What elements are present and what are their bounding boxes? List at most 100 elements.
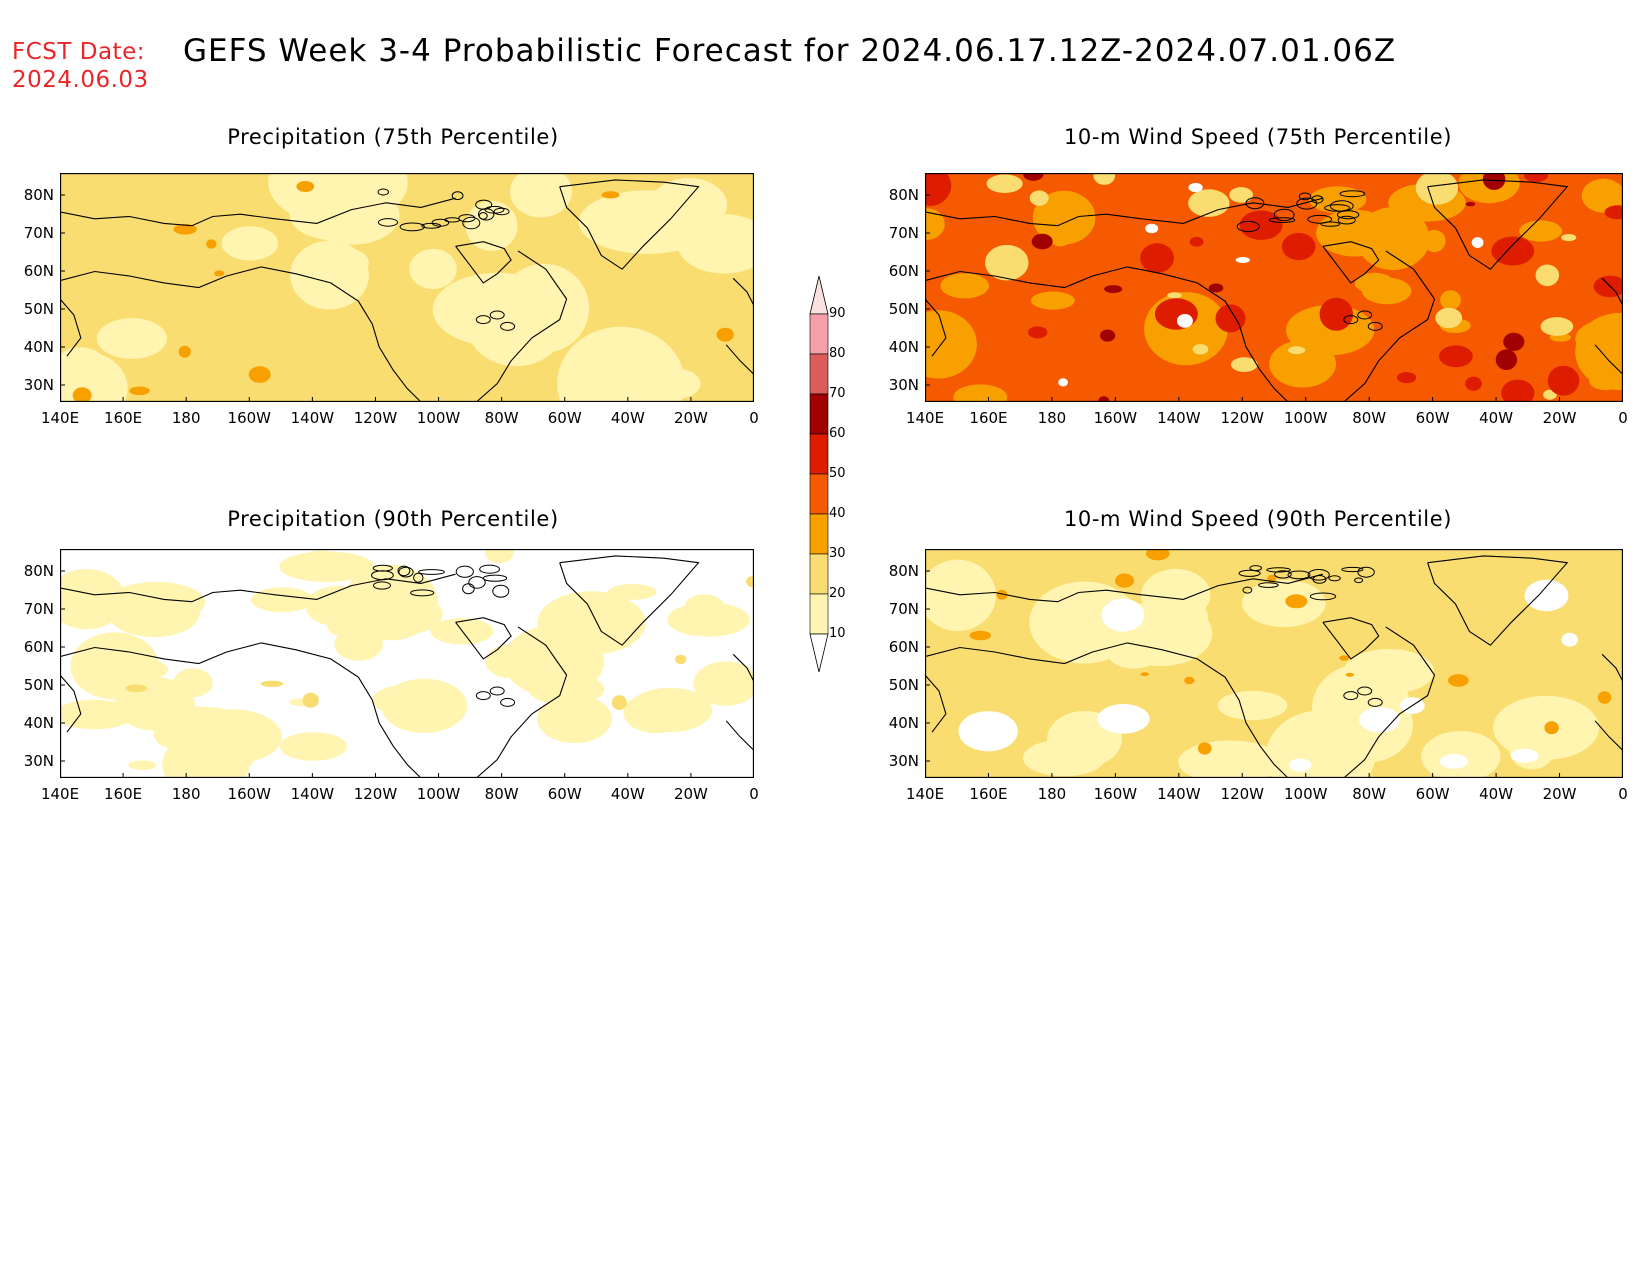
coastline	[60, 573, 456, 603]
field-blob	[1359, 707, 1400, 733]
field-blob	[503, 625, 605, 697]
field-blob	[1510, 748, 1539, 763]
field-blob	[1501, 379, 1535, 402]
coastline	[725, 344, 754, 375]
field-blob	[1235, 257, 1250, 263]
field-blob	[1285, 594, 1308, 609]
lon-tick-label: 20W	[1542, 409, 1577, 427]
lat-tick-label: 60N	[23, 262, 54, 280]
coastline	[559, 179, 700, 270]
lon-tick-label: 80W	[1352, 785, 1387, 803]
field-blob	[221, 226, 279, 261]
field-blob	[1448, 674, 1469, 687]
lat-tick-label: 60N	[888, 262, 919, 280]
coastline-island	[455, 565, 474, 578]
great-lake	[1367, 697, 1383, 707]
map-wind75-svg	[925, 173, 1623, 402]
coastline	[925, 197, 1324, 227]
field-blob	[1197, 742, 1212, 755]
coastline-island	[1287, 570, 1311, 580]
coastline-island	[397, 565, 411, 577]
field-blob	[925, 208, 945, 240]
coastline-island	[1273, 208, 1295, 222]
colorbar-box	[809, 393, 829, 435]
lat-tick-label: 70N	[23, 600, 54, 618]
lat-tick-label: 50N	[888, 300, 919, 318]
field-blob	[302, 692, 319, 708]
great-lake	[500, 321, 516, 331]
field-blob	[178, 345, 191, 358]
field-blob	[925, 173, 952, 206]
coastline-island	[413, 572, 424, 583]
field-blob	[1140, 591, 1209, 648]
coastline-island	[1238, 569, 1261, 577]
great-lake	[489, 686, 505, 696]
field-blob	[214, 270, 225, 277]
field-blob	[1104, 285, 1123, 294]
field-blob	[96, 318, 167, 359]
field-blob	[969, 630, 991, 641]
lon-tick-label: 140E	[40, 409, 80, 427]
field-blob	[106, 581, 206, 623]
lon-tick-label: 140E	[905, 785, 945, 803]
field-blob	[510, 173, 572, 218]
lon-tick-label: 0	[1618, 409, 1628, 427]
lat-tick-label: 80N	[888, 186, 919, 204]
coastline-island	[373, 581, 391, 590]
field-blob	[1028, 326, 1048, 339]
field-blob	[925, 310, 977, 379]
field-blob	[1604, 205, 1623, 220]
lon-tick-label: 160W	[227, 785, 271, 803]
coastline-island	[1298, 192, 1312, 201]
field-blob	[129, 386, 150, 396]
field-blob	[1309, 186, 1367, 213]
field-blob	[1288, 346, 1306, 355]
coastline-island	[1328, 575, 1341, 582]
lon-tick-label: 180	[171, 785, 201, 803]
field-blob	[1396, 372, 1417, 384]
colorbar-box	[809, 473, 829, 515]
field-blob	[173, 224, 197, 235]
lon-tick-label: 100W	[1283, 409, 1328, 427]
panel-title-precip90: Precipitation (90th Percentile)	[227, 507, 559, 531]
field-blob	[1339, 655, 1350, 661]
colorbar-bottom-arrow	[809, 633, 829, 673]
coastline	[60, 674, 82, 733]
field-blob	[206, 239, 217, 249]
coastline	[925, 674, 947, 733]
coastline-island	[468, 576, 486, 589]
coastline-island	[492, 584, 510, 598]
colorbar-level-label: 30	[829, 546, 846, 561]
great-lake	[475, 315, 491, 325]
coastline	[1594, 720, 1623, 751]
field-blob	[1154, 298, 1198, 330]
coastline	[1427, 179, 1569, 270]
coastline	[60, 642, 422, 778]
lon-tick-label: 60W	[1415, 785, 1450, 803]
field-blob	[1032, 190, 1096, 245]
lon-tick-label: 120W	[1220, 785, 1264, 803]
coastline-island	[1245, 197, 1265, 210]
forecast-date-label: FCST Date:	[12, 39, 145, 65]
lat-tick-label: 60N	[888, 638, 919, 656]
lat-tick-label: 40N	[23, 714, 54, 732]
map-frame	[60, 173, 754, 402]
field-blob	[1597, 691, 1612, 704]
field-blob	[1524, 173, 1548, 183]
field-blob	[1188, 189, 1230, 217]
field-blob	[1535, 264, 1560, 287]
lat-tick-label: 30N	[23, 376, 54, 394]
lon-tick-label: 60W	[1415, 409, 1450, 427]
field-blob	[1288, 758, 1312, 772]
field-blob	[537, 694, 612, 744]
field-blob	[1495, 349, 1518, 370]
field-blob	[611, 695, 627, 711]
field-blob	[1312, 663, 1411, 753]
coastline-island	[462, 216, 481, 230]
field-blob	[1575, 312, 1623, 391]
field-blob	[1176, 314, 1193, 328]
field-blob	[279, 732, 347, 761]
lat-tick-label: 40N	[888, 714, 919, 732]
colorbar-box	[809, 513, 829, 555]
lon-tick-label: 60W	[547, 409, 582, 427]
